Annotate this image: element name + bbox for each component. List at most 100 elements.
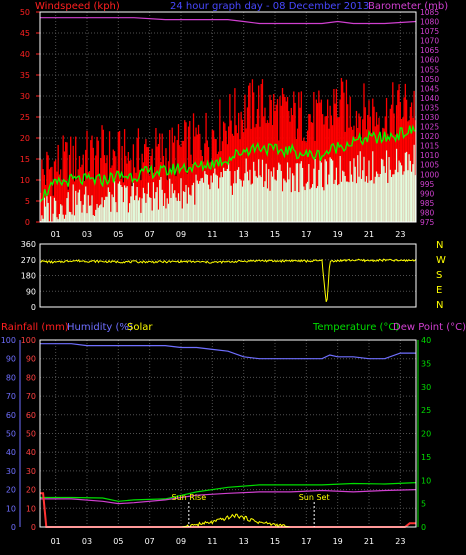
right-tick-label: 1005	[420, 161, 439, 170]
x-tick-label: 03	[82, 537, 92, 546]
compass-label: E	[436, 285, 442, 296]
x-tick-label: 19	[333, 230, 343, 239]
left-tick-label: 60	[6, 411, 16, 420]
left-tick-label: 90	[26, 355, 36, 364]
humidity-label: Humidity (%)	[67, 322, 133, 333]
right-tick-label: 10	[421, 476, 431, 485]
right-tick-label: 975	[420, 218, 435, 227]
left-tick-label: 50	[6, 430, 16, 439]
left-tick-label: 25	[20, 113, 30, 122]
x-tick-label: 13	[239, 537, 249, 546]
x-tick-label: 11	[207, 230, 217, 239]
x-tick-label: 15	[270, 230, 280, 239]
windspeed-label: Windspeed (kph)	[35, 1, 120, 12]
dewpoint-line	[40, 489, 417, 505]
direction-frame	[39, 243, 417, 308]
right-tick-label: 20	[421, 430, 431, 439]
humidity-line	[40, 343, 416, 360]
left-tick-label: 100	[21, 336, 36, 345]
plot-frame	[39, 11, 417, 223]
right-tick-label: 1085	[420, 8, 439, 17]
solar-line	[165, 513, 307, 529]
x-tick-label: 01	[51, 537, 61, 546]
right-tick-label: 1065	[420, 46, 439, 55]
temperature-label: Temperature (°C)	[312, 322, 399, 333]
left-tick-label: 90	[6, 355, 16, 364]
right-tick-label: 985	[420, 199, 435, 208]
x-tick-label: 13	[239, 230, 249, 239]
barometer-label: Barometer (mb)	[368, 1, 448, 12]
left-tick-label: 45	[20, 29, 30, 38]
left-tick-label: 30	[26, 467, 36, 476]
left-tick-label: 40	[26, 448, 36, 457]
sun-marker-label: Sun Set	[299, 493, 330, 502]
left-tick-label: 5	[25, 197, 30, 206]
left-tick-label: 60	[26, 411, 36, 420]
compass-label: N	[436, 300, 443, 311]
x-tick-label: 05	[113, 537, 123, 546]
left-tick-label: 0	[31, 523, 36, 532]
dewpoint-label: Dew Point (°C)	[393, 322, 466, 333]
right-tick-label: 1075	[420, 27, 439, 36]
left-tick-label: 70	[26, 392, 36, 401]
right-tick-label: 25	[421, 406, 431, 415]
right-tick-label: 1080	[420, 18, 439, 27]
left-tick-label: 70	[6, 392, 16, 401]
left-tick-label: 15	[20, 155, 30, 164]
left-tick-label: 20	[26, 486, 36, 495]
right-tick-label: 995	[420, 180, 435, 189]
right-tick-label: 1015	[420, 142, 439, 151]
right-tick-label: 40	[421, 336, 431, 345]
left-tick-label: 50	[26, 430, 36, 439]
x-tick-label: 17	[301, 230, 311, 239]
left-tick-label: 40	[6, 448, 16, 457]
right-tick-label: 1045	[420, 84, 439, 93]
chart-wind-barometer: 0510152025303540455097598098599099510001…	[20, 8, 440, 239]
right-tick-label: 30	[421, 383, 431, 392]
left-tick-label: 0	[25, 218, 30, 227]
x-tick-label: 07	[145, 537, 155, 546]
x-tick-label: 05	[113, 230, 123, 239]
x-tick-label: 23	[395, 230, 405, 239]
right-tick-label: 990	[420, 189, 435, 198]
left-tick-label: 50	[20, 8, 30, 17]
right-tick-label: 35	[421, 359, 431, 368]
right-tick-label: 15	[421, 453, 431, 462]
right-tick-label: 1070	[420, 37, 439, 46]
left-tick-label: 20	[20, 134, 30, 143]
wind-average-line	[39, 124, 417, 203]
right-tick-label: 1000	[420, 170, 439, 179]
sun-marker-label: Sun Rise	[172, 493, 207, 502]
right-tick-label: 1055	[420, 65, 439, 74]
solar-label: Solar	[127, 322, 153, 333]
right-tick-label: 980	[420, 208, 435, 217]
left-tick-label: 10	[26, 504, 36, 513]
left-tick-label: 80	[6, 373, 16, 382]
temperature-line	[40, 482, 417, 502]
compass-label: S	[436, 270, 442, 281]
x-tick-label: 19	[333, 537, 343, 546]
right-tick-label: 1060	[420, 56, 439, 65]
right-tick-label: 1035	[420, 103, 439, 112]
x-tick-label: 23	[395, 537, 405, 546]
right-tick-label: 1040	[420, 94, 439, 103]
direction-tick-label: 0	[31, 303, 36, 312]
direction-tick-label: 180	[21, 272, 36, 281]
compass-label: N	[436, 240, 443, 251]
right-tick-label: 1050	[420, 75, 439, 84]
x-tick-label: 17	[301, 537, 311, 546]
left-tick-label: 20	[6, 486, 16, 495]
x-tick-label: 21	[364, 537, 374, 546]
x-tick-label: 15	[270, 537, 280, 546]
left-tick-label: 10	[6, 504, 16, 513]
graph-title: 24 hour graph day - 08 December 2013	[170, 1, 369, 12]
left-tick-label: 0	[11, 523, 16, 532]
direction-line	[39, 258, 417, 302]
right-tick-label: 1010	[420, 151, 439, 160]
right-tick-label: 1025	[420, 123, 439, 132]
x-tick-label: 21	[364, 230, 374, 239]
rainfall-label: Rainfall (mm)	[1, 322, 69, 333]
